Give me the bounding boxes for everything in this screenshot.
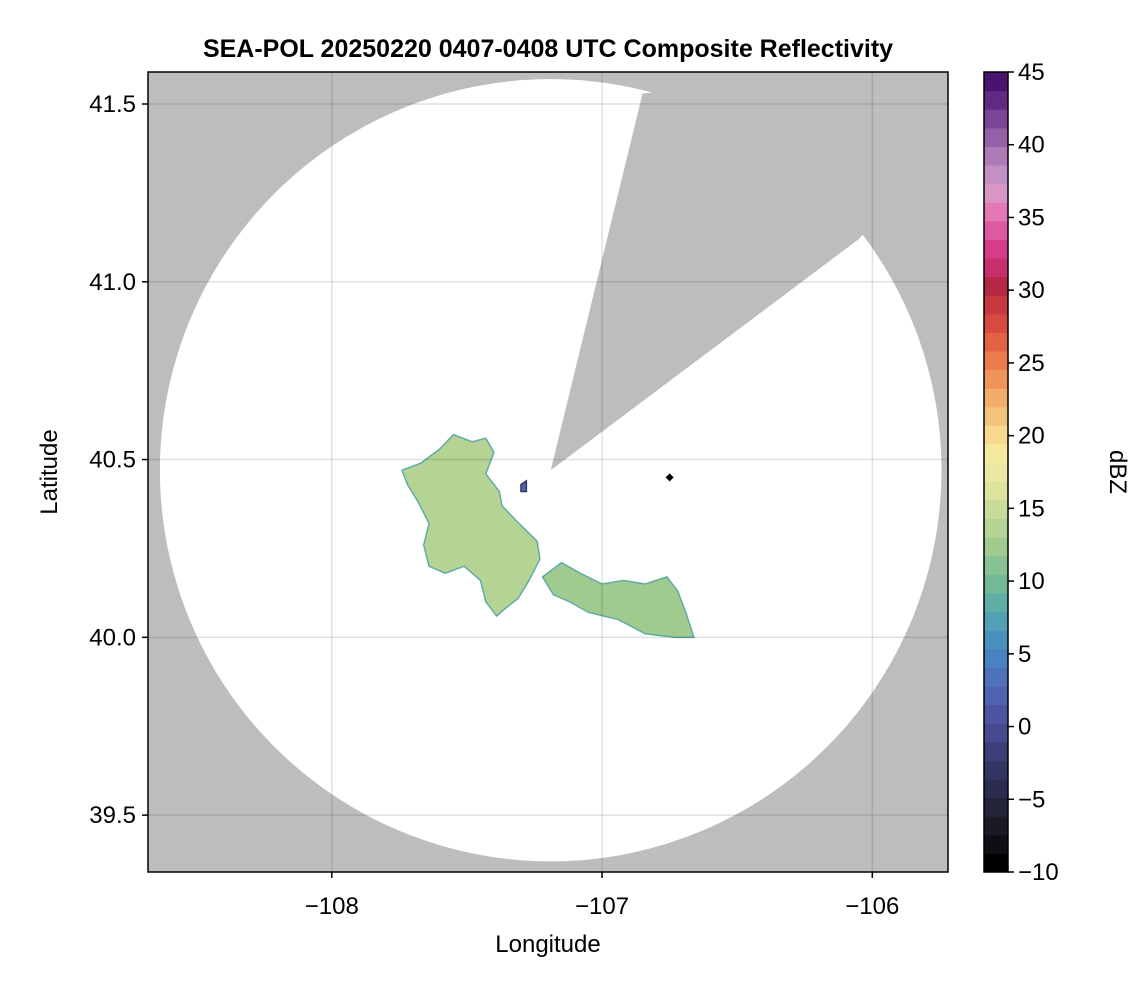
colorbar-tick-label: 45: [1018, 59, 1045, 86]
beam-blockage-sector: [550, 72, 948, 471]
colorbar-tick-label: 5: [1018, 641, 1031, 668]
colorbar-segment: [984, 537, 1008, 557]
colorbar-tick-label: 20: [1018, 423, 1045, 450]
chart-title: SEA-POL 20250220 0407-0408 UTC Composite…: [203, 35, 893, 63]
colorbar-label: dBZ: [1104, 450, 1131, 494]
colorbar-tick-label: 10: [1018, 568, 1045, 595]
colorbar-segment: [984, 685, 1008, 706]
colorbar-segment: [984, 555, 1008, 575]
reflectivity-echo-west-echo: [401, 433, 541, 618]
y-tick-label: 40.5: [89, 447, 136, 474]
colorbar-segment: [984, 778, 1008, 799]
colorbar-segment: [984, 499, 1008, 520]
colorbar-tick-label: 15: [1018, 495, 1045, 522]
colorbar-segment: [984, 165, 1008, 185]
colorbar-segment: [984, 760, 1008, 780]
colorbar-segment: [984, 611, 1008, 631]
colorbar-segment: [984, 332, 1008, 352]
colorbar-segment: [984, 388, 1008, 408]
colorbar-segment: [984, 90, 1008, 110]
colorbar-segment: [984, 630, 1008, 650]
colorbar-segment: [984, 295, 1008, 315]
colorbar-segment: [984, 406, 1008, 426]
colorbar-segment: [984, 574, 1008, 594]
colorbar-segment: [984, 425, 1008, 445]
colorbar-segment: [984, 723, 1008, 743]
y-tick-label: 39.5: [89, 802, 136, 829]
colorbar-segment: [984, 146, 1008, 166]
colorbar-segment: [984, 648, 1008, 668]
x-tick-label: −106: [845, 893, 899, 920]
y-tick-label: 41.0: [89, 269, 136, 296]
colorbar-segment: [984, 127, 1008, 147]
colorbar-tick-label: 40: [1018, 132, 1045, 159]
colorbar-segment: [984, 313, 1008, 333]
colorbar-segment: [984, 444, 1008, 464]
y-tick-label: 40.0: [89, 624, 136, 651]
colorbar-segment: [984, 834, 1008, 854]
x-tick-label: −108: [305, 893, 359, 920]
colorbar-segment: [984, 183, 1008, 203]
colorbar-segment: [984, 481, 1008, 501]
colorbar-segment: [984, 72, 1008, 92]
colorbar-segment: [984, 853, 1008, 873]
reflectivity-echo-east-echo: [541, 561, 695, 639]
colorbar-segment: [984, 369, 1008, 389]
colorbar-segment: [984, 704, 1008, 724]
colorbar-tick-label: 25: [1018, 350, 1045, 377]
colorbar-tick-label: −5: [1018, 786, 1045, 813]
colorbar-segment: [984, 518, 1008, 538]
colorbar-segment: [984, 816, 1008, 836]
colorbar-segment: [984, 276, 1008, 296]
y-tick-label: 41.5: [89, 91, 136, 118]
colorbar-segment: [984, 667, 1008, 687]
colorbar-segment: [984, 239, 1008, 259]
colorbar-segment: [984, 741, 1008, 761]
plot-frame: [147, 71, 949, 873]
x-tick-label: −107: [575, 893, 629, 920]
colorbar-tick-label: 35: [1018, 204, 1045, 231]
radar-site-marker: [665, 473, 674, 482]
colorbar-segment: [984, 258, 1008, 278]
colorbar-frame: [983, 71, 1009, 873]
x-axis-label: Longitude: [495, 931, 600, 958]
reflectivity-echo-small-echo: [520, 479, 528, 493]
colorbar-segment: [984, 592, 1008, 613]
colorbar-tick-label: 0: [1018, 714, 1031, 741]
colorbar-tick-label: 30: [1018, 277, 1045, 304]
colorbar-segment: [984, 109, 1008, 129]
colorbar-segment: [984, 202, 1008, 222]
colorbar-tick-label: −10: [1018, 859, 1059, 886]
y-axis-label: Latitude: [36, 429, 63, 514]
colorbar-segment: [984, 462, 1008, 482]
colorbar-segment: [984, 220, 1008, 240]
colorbar-segment: [984, 797, 1008, 817]
colorbar-segment: [984, 351, 1008, 371]
